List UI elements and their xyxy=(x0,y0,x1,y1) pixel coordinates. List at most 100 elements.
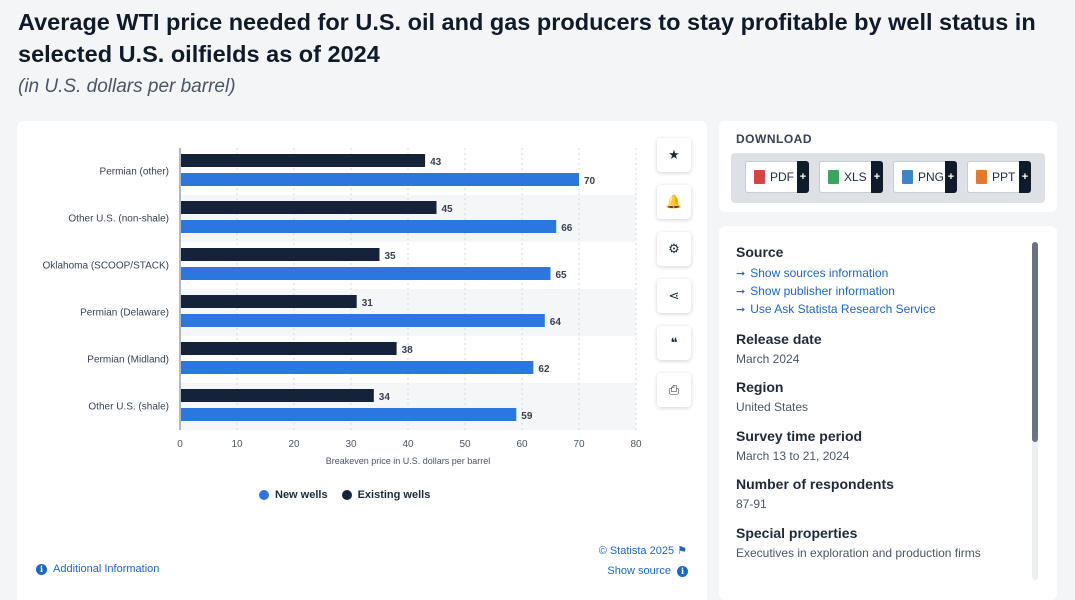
download-xls-label: XLS xyxy=(844,170,867,184)
arrow-right-icon: ➞ xyxy=(736,303,746,316)
quote-icon: ❝ xyxy=(670,335,678,350)
chart-legend: New wells Existing wells xyxy=(259,489,430,501)
bar-existing-wells xyxy=(181,248,380,261)
additional-info-label: Additional Information xyxy=(53,563,160,575)
legend-item-new-wells[interactable]: New wells xyxy=(259,489,328,501)
ask-statista-link[interactable]: ➞ Use Ask Statista Research Service xyxy=(736,302,936,316)
bar-existing-wells xyxy=(181,295,357,308)
survey-period-section: Survey time period March 13 to 21, 2024 xyxy=(736,428,862,463)
png-file-icon xyxy=(902,170,913,184)
download-ppt-button[interactable]: PPT + xyxy=(967,161,1031,193)
category-label: Permian (Midland) xyxy=(87,355,169,366)
favorite-button[interactable]: ★ xyxy=(657,138,691,172)
print-button[interactable]: ⎙ xyxy=(657,373,691,407)
bar-existing-wells xyxy=(181,342,397,355)
x-tick-label: 70 xyxy=(573,439,585,450)
bar-new-wells xyxy=(181,314,545,327)
category-label: Permian (other) xyxy=(100,167,169,178)
data-label-new-wells: 65 xyxy=(556,270,568,281)
x-tick-label: 20 xyxy=(288,439,300,450)
show-publisher-link[interactable]: ➞ Show publisher information xyxy=(736,284,936,298)
plus-icon: + xyxy=(871,161,883,193)
info-icon: i xyxy=(677,565,688,577)
show-source-link[interactable]: Show source i xyxy=(607,565,688,577)
download-tray: PDF + XLS + PNG + PPT + xyxy=(731,153,1045,203)
category-label: Other U.S. (non-shale) xyxy=(68,214,169,225)
notification-button[interactable]: 🔔 xyxy=(657,185,691,219)
show-sources-link[interactable]: ➞ Show sources information xyxy=(736,266,936,280)
settings-button[interactable]: ⚙ xyxy=(657,232,691,266)
arrow-right-icon: ➞ xyxy=(736,285,746,298)
credit-text: © Statista 2025 xyxy=(598,545,675,557)
bar-new-wells xyxy=(181,267,551,280)
x-tick-label: 80 xyxy=(630,439,642,450)
data-label-new-wells: 66 xyxy=(561,223,573,234)
region-value: United States xyxy=(736,400,809,414)
survey-period-heading: Survey time period xyxy=(736,428,863,444)
arrow-right-icon: ➞ xyxy=(736,267,746,280)
data-label-existing-wells: 35 xyxy=(385,251,397,262)
survey-period-value: March 13 to 21, 2024 xyxy=(736,449,850,463)
source-heading: Source xyxy=(736,244,784,260)
data-label-new-wells: 62 xyxy=(538,364,550,375)
bar-new-wells xyxy=(181,361,534,374)
page-subtitle: (in U.S. dollars per barrel) xyxy=(18,76,236,97)
category-label: Permian (Delaware) xyxy=(80,308,169,319)
bar-new-wells xyxy=(181,173,579,186)
download-png-label: PNG xyxy=(918,170,945,184)
special-properties-value: Executives in exploration and production… xyxy=(736,546,981,560)
ppt-file-icon xyxy=(976,170,987,184)
x-tick-label: 40 xyxy=(402,439,414,450)
x-tick-label: 0 xyxy=(177,439,183,450)
data-label-new-wells: 59 xyxy=(521,411,533,422)
region-section: Region United States xyxy=(736,379,808,414)
flag-icon: ⚑ xyxy=(677,545,687,557)
data-label-new-wells: 64 xyxy=(550,317,562,328)
special-properties-section: Special properties Executives in explora… xyxy=(736,525,981,560)
x-tick-label: 30 xyxy=(345,439,357,450)
bar-new-wells xyxy=(181,220,557,233)
additional-info-link[interactable]: i Additional Information xyxy=(36,563,159,575)
release-date-section: Release date March 2024 xyxy=(736,331,822,366)
pdf-file-icon xyxy=(754,170,765,184)
star-icon: ★ xyxy=(668,147,680,162)
category-label: Oklahoma (SCOOP/STACK) xyxy=(42,261,169,272)
x-tick-label: 10 xyxy=(231,439,243,450)
share-button[interactable]: ⋖ xyxy=(657,279,691,313)
show-sources-label: Show sources information xyxy=(750,266,889,280)
source-section: Source ➞ Show sources information ➞ Show… xyxy=(736,244,936,316)
ask-statista-label: Use Ask Statista Research Service xyxy=(750,302,936,316)
release-date-value: March 2024 xyxy=(736,352,800,366)
bar-existing-wells xyxy=(181,201,437,214)
legend-swatch-existing-wells xyxy=(341,490,352,500)
printer-icon: ⎙ xyxy=(668,382,680,397)
info-icon: i xyxy=(36,563,47,575)
data-label-existing-wells: 34 xyxy=(379,392,391,403)
plus-icon: + xyxy=(1019,161,1031,193)
chart-card: 0 10 20 30 40 50 60 70 80 Permian (other) 43 70 Othe… xyxy=(17,121,707,600)
cite-button[interactable]: ❝ xyxy=(657,326,691,360)
scrollbar-thumb[interactable] xyxy=(1032,242,1038,442)
statista-credit[interactable]: © Statista 2025 ⚑ xyxy=(599,544,687,557)
data-label-existing-wells: 31 xyxy=(362,298,374,309)
legend-label-new-wells: New wells xyxy=(275,489,328,501)
download-png-button[interactable]: PNG + xyxy=(893,161,957,193)
data-label-existing-wells: 45 xyxy=(442,204,454,215)
respondents-section: Number of respondents 87-91 xyxy=(736,476,894,511)
legend-label-existing-wells: Existing wells xyxy=(357,489,431,501)
data-label-existing-wells: 43 xyxy=(430,157,442,168)
plus-icon: + xyxy=(797,161,809,193)
bar-chart: 0 10 20 30 40 50 60 70 80 Permian (other) 43 70 Othe… xyxy=(42,148,642,466)
respondents-heading: Number of respondents xyxy=(736,476,894,492)
special-properties-heading: Special properties xyxy=(736,525,858,541)
info-scrollbar[interactable] xyxy=(1032,242,1038,580)
download-xls-button[interactable]: XLS + xyxy=(819,161,883,193)
region-heading: Region xyxy=(736,379,784,395)
share-icon: ⋖ xyxy=(668,288,680,303)
legend-swatch-new-wells xyxy=(259,490,269,500)
page-title: Average WTI price needed for U.S. oil an… xyxy=(18,9,1036,67)
legend-item-existing-wells[interactable]: Existing wells xyxy=(341,489,431,501)
download-title: DOWNLOAD xyxy=(736,132,812,146)
x-axis-title: Breakeven price in U.S. dollars per barr… xyxy=(326,456,491,466)
download-pdf-button[interactable]: PDF + xyxy=(745,161,809,193)
